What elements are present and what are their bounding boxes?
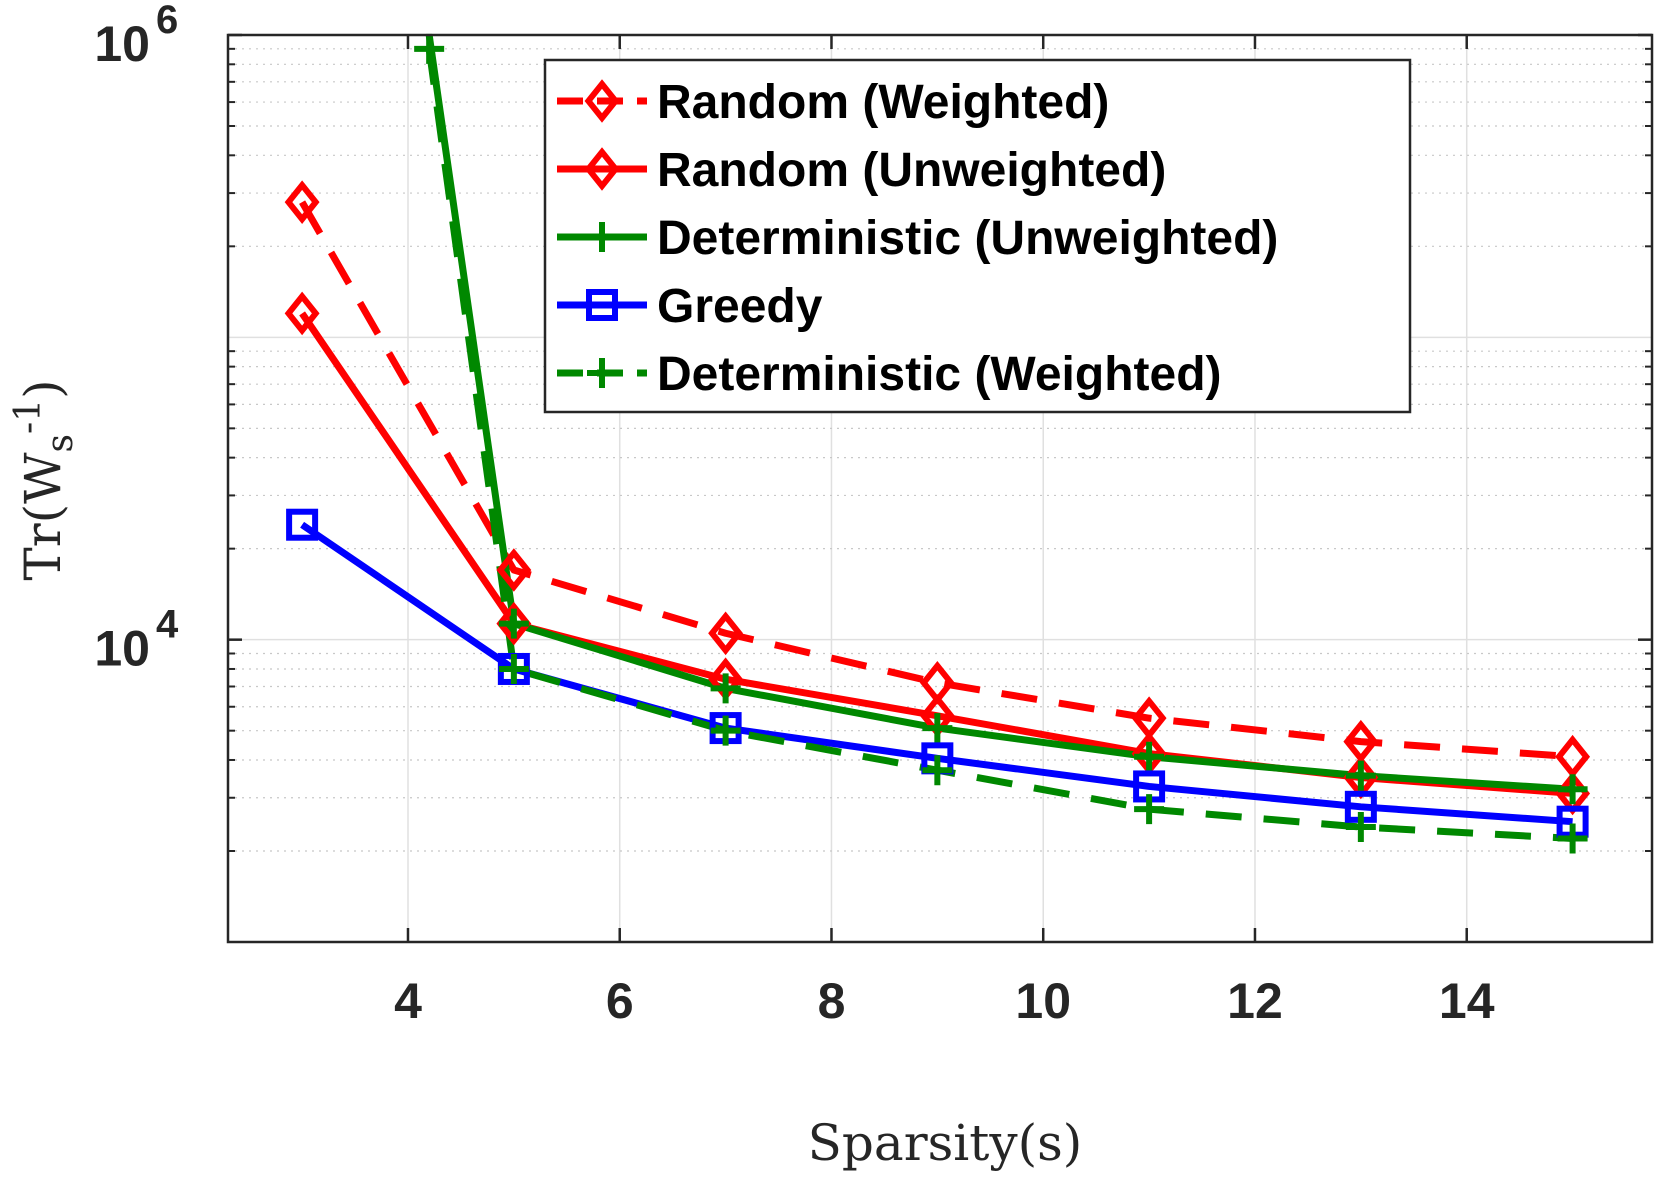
axes-frame [226,33,1654,944]
legend-entry-3: Greedy [657,280,823,333]
x-axis-label: Sparsity(s) [808,1114,1083,1172]
y-axis-label: Tr(Ws-1) [8,379,81,580]
y-axis-label-text: Tr(Ws-1) [8,379,81,580]
series-0-point-2 [708,611,744,656]
legend-box [543,58,1412,414]
legend-entry-2: Deterministic (Unweighted) [657,212,1278,265]
x-tick-label-4: 12 [1227,973,1283,1029]
series-4-point-6 [1557,823,1588,854]
series-4-point-5 [1345,812,1376,843]
legend-marker-4 [587,358,617,388]
x-tick-labels: 4 6 8 10 12 14 [394,973,1495,1029]
series-2-point-4 [1134,741,1165,772]
series-line-0 [299,200,1573,761]
series-3-point-0 [286,508,319,541]
series-0-point-6 [1555,734,1591,779]
legend-entry-4: Deterministic (Weighted) [657,348,1222,401]
legend-marker-1 [584,147,620,191]
x-tick-label-0: 4 [394,973,422,1029]
legend-marker-2 [587,222,617,252]
series-2-point-3 [922,713,953,744]
x-tick-label-2: 8 [818,973,846,1029]
plot-border [226,33,1654,944]
series-2-point-6 [1557,774,1588,805]
series-0-point-1 [496,548,532,592]
series-2-point-1 [498,608,529,639]
x-tick-label-5: 14 [1439,973,1495,1029]
markers-layer [284,33,1591,854]
series-4-point-1 [498,653,529,684]
series-2-point-2 [710,673,741,704]
legend-marker-0 [584,79,620,123]
x-tick-label-3: 10 [1015,973,1071,1029]
y-tick-label-0-exponent: 6 [156,0,178,42]
legend-entry-1: Random (Unweighted) [657,144,1166,197]
series-4-point-4 [1134,794,1165,825]
y-tick-label-1-base: 10 [94,621,150,677]
series-4-point-3 [922,755,953,786]
x-tick-label-1: 6 [606,973,634,1029]
legend-marker-3 [586,289,618,321]
series-2-point-5 [1345,760,1376,791]
y-tick-label-0-base: 10 [94,16,150,72]
legend-entry-0: Random (Weighted) [657,76,1109,129]
series-0-point-0 [284,180,320,224]
series-4-point-0 [414,33,445,64]
legend[interactable]: Random (Weighted) Random (Unweighted) Dete… [543,58,1412,414]
series-4-point-2 [710,715,741,746]
series-1-point-1 [496,601,532,646]
series-1-point-0 [284,291,320,336]
y-tick-label-1-exponent: 4 [156,603,179,647]
